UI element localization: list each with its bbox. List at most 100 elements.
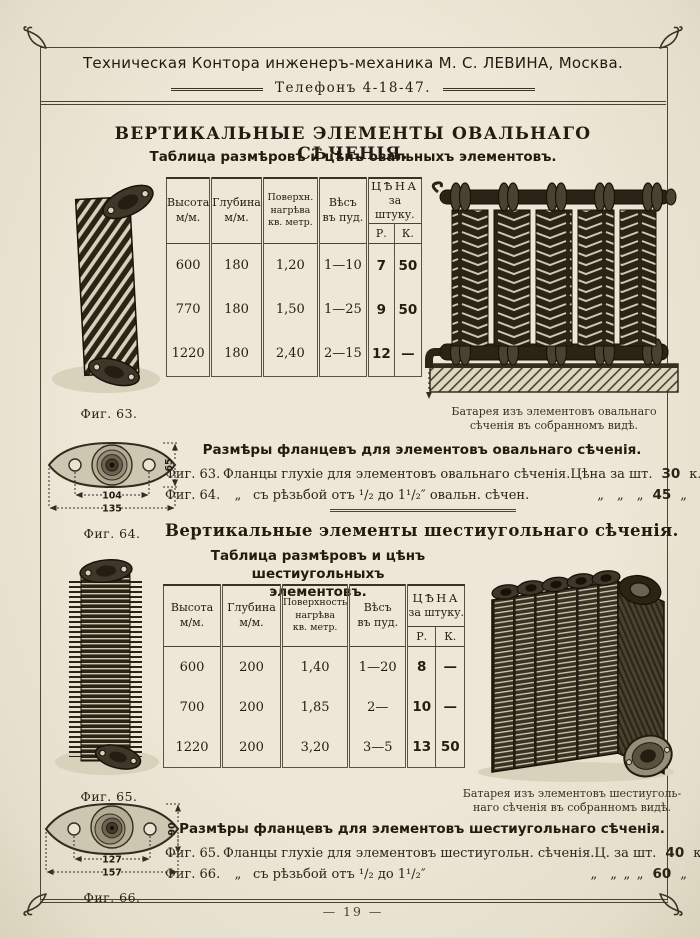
- corner-flourish-icon: [23, 26, 47, 49]
- oval-flange-heading: Размѣры фланцевъ для элементовъ овальнаг…: [202, 442, 642, 458]
- rule-divider: [171, 87, 263, 91]
- oval-battery-caption: Батарея изъ элементовъ овальнаго сѣченія…: [451, 405, 657, 433]
- table-cell: 180: [209, 243, 263, 288]
- page-border-frame: [40, 47, 668, 903]
- table-cell: 180: [209, 287, 263, 332]
- phone-number: Телефонъ 4-18-47.: [275, 80, 431, 96]
- oval-section-title: ВЕРТИКАЛЬНЫЕ ЭЛЕМЕНТЫ ОВАЛЬНАГО СѢЧЕНІЯ.: [114, 124, 592, 164]
- table-cell: 180: [209, 331, 263, 377]
- figure-reference: Фиг. 64.: [165, 488, 221, 503]
- table-cell: 12: [365, 331, 395, 377]
- oval-element-figure: Фиг. 63.: [46, 172, 172, 421]
- dimension-label: 157: [102, 868, 122, 879]
- hex-element-figure: Фиг. 65.: [48, 545, 170, 804]
- figure-caption: Фиг. 63.: [80, 406, 138, 421]
- table-cell: 200: [220, 687, 282, 727]
- oval-section-subtitle: Таблица размѣровъ и цѣнъ овальныхъ элеме…: [149, 149, 557, 165]
- table-cell: 50: [435, 727, 465, 768]
- table-cell: 1220: [175, 739, 209, 755]
- table-row: 770 180 1,50 1—25 9 50: [167, 287, 422, 332]
- price-subheader-row: Р. К.: [167, 223, 422, 244]
- table-row: 700 200 1,85 2— 10 —: [164, 687, 465, 727]
- table-cell: 2—: [347, 687, 407, 727]
- table-cell: 10: [405, 687, 436, 727]
- table-cell: 700: [179, 699, 205, 715]
- table-row: 600 200 1,40 1—20 8 —: [164, 646, 465, 687]
- table-cell: 1220: [171, 346, 205, 362]
- hex-battery-caption: Батарея изъ элементовъ шестиуголь- наго …: [462, 787, 682, 815]
- table-cell: 2—15: [316, 331, 368, 377]
- column-header: Поверхн. нагрѣва кв. метр.: [260, 178, 319, 244]
- rule-divider: [443, 87, 535, 91]
- oval-elements-table: Высота м/м. Глубина м/м. Поверхн. нагрѣва кв…: [166, 177, 422, 377]
- column-header: Высота м/м.: [163, 585, 222, 647]
- price-column-header: ЦѢНА за штуку.: [405, 585, 465, 627]
- column-header: Глубина м/м.: [220, 585, 282, 647]
- corner-flourish-icon: [659, 26, 683, 49]
- table-header-row: Высота м/м. Глубина м/м. Поверхность нагрѣв…: [163, 585, 465, 647]
- table-cell: 7: [365, 243, 395, 288]
- table-cell: 8: [405, 646, 436, 687]
- table-cell: 3,20: [279, 727, 349, 768]
- oval-flange-diagram: 104 135 65: [47, 441, 178, 515]
- flange-price-line: Фиг. 65. Фланцы глухіе для элементовъ ше…: [165, 845, 700, 861]
- table-cell: 2,40: [260, 331, 319, 377]
- table-cell: 600: [179, 659, 205, 675]
- column-header: Высота м/м.: [166, 178, 211, 244]
- kopecks-header: К.: [393, 223, 422, 244]
- table-cell: 600: [175, 258, 201, 274]
- corner-flourish-icon: [659, 893, 683, 916]
- table-row: 1220 200 3,20 3—5 13 50: [164, 727, 465, 768]
- phone-row: Телефонъ 4-18-47.: [40, 80, 666, 96]
- hex-flange-figure: 127 157 90 Фиг. 66.: [38, 800, 186, 905]
- table-cell: 1—25: [316, 287, 368, 332]
- hex-flange-diagram: 127 157 90: [44, 802, 181, 879]
- table-cell: 50: [393, 287, 422, 332]
- table-cell: 9: [365, 287, 395, 332]
- header-rule-divider: [40, 101, 666, 105]
- table-row: 600 180 1,20 1—10 7 50: [167, 243, 422, 288]
- table-cell: —: [435, 687, 465, 727]
- column-header: Вѣсъ въ пуд.: [316, 178, 368, 244]
- company-letterhead: Техническая Контора инженеръ-механика М.…: [82, 54, 624, 72]
- flange-price-line: Фиг. 64. „ съ рѣзьбой отъ ¹/₂ до 1¹/₂″ о…: [165, 487, 687, 503]
- hex-flange-heading: Размѣры фланцевъ для элементовъ шестиуго…: [179, 821, 665, 837]
- column-header: Вѣсъ въ пуд.: [347, 585, 407, 647]
- column-header: Поверхность нагрѣва кв. метр.: [279, 585, 349, 647]
- table-header-row: Высота м/м. Глубина м/м. Поверхн. нагрѣва кв…: [166, 178, 422, 244]
- rubles-header: Р.: [365, 223, 395, 244]
- dimension-label: 65: [164, 458, 175, 471]
- rubles-header: Р.: [405, 626, 436, 647]
- hex-section-title: Вертикальные элементы шестиугольнаго сѣч…: [165, 521, 679, 540]
- oval-battery-illustration: [425, 181, 679, 399]
- flange-price-line: Фиг. 63. Фланцы глухіе для элементовъ ов…: [165, 466, 700, 482]
- price-value: 30: [661, 466, 681, 482]
- table-cell: —: [393, 331, 422, 377]
- figure-caption: Фиг. 66.: [83, 890, 141, 905]
- table-cell: 1,50: [260, 287, 319, 332]
- dimension-label: 135: [102, 504, 122, 515]
- table-cell: —: [435, 646, 465, 687]
- price-value: 60: [652, 866, 672, 882]
- page-number: — 19 —: [322, 904, 384, 919]
- flange-price-line: Фиг. 66. „ съ рѣзьбой отъ ¹/₂ до 1¹/₂″ „…: [165, 866, 687, 882]
- corner-flourish-icon: [23, 893, 47, 916]
- table-row: 1220 180 2,40 2—15 12 —: [167, 331, 422, 377]
- oval-flange-figure: 104 135 65 Фиг. 64.: [42, 438, 182, 541]
- table-cell: 50: [393, 243, 422, 288]
- hex-elements-table: Высота м/м. Глубина м/м. Поверхность нагрѣв…: [163, 584, 466, 768]
- price-value: 45: [652, 487, 672, 503]
- table-cell: 200: [220, 727, 282, 768]
- table-cell: 1—20: [347, 646, 407, 687]
- table-cell: 1,20: [260, 243, 319, 288]
- price-value: 40: [665, 845, 685, 861]
- hex-battery-illustration: [478, 570, 674, 782]
- figure-reference: Фиг. 66.: [165, 867, 221, 882]
- oval-element-illustration: [52, 184, 160, 393]
- dimension-label: 104: [102, 491, 122, 502]
- table-cell: 770: [175, 302, 201, 318]
- dimension-label: 90: [167, 822, 178, 836]
- section-divider: [330, 509, 516, 512]
- table-cell: 200: [220, 646, 282, 687]
